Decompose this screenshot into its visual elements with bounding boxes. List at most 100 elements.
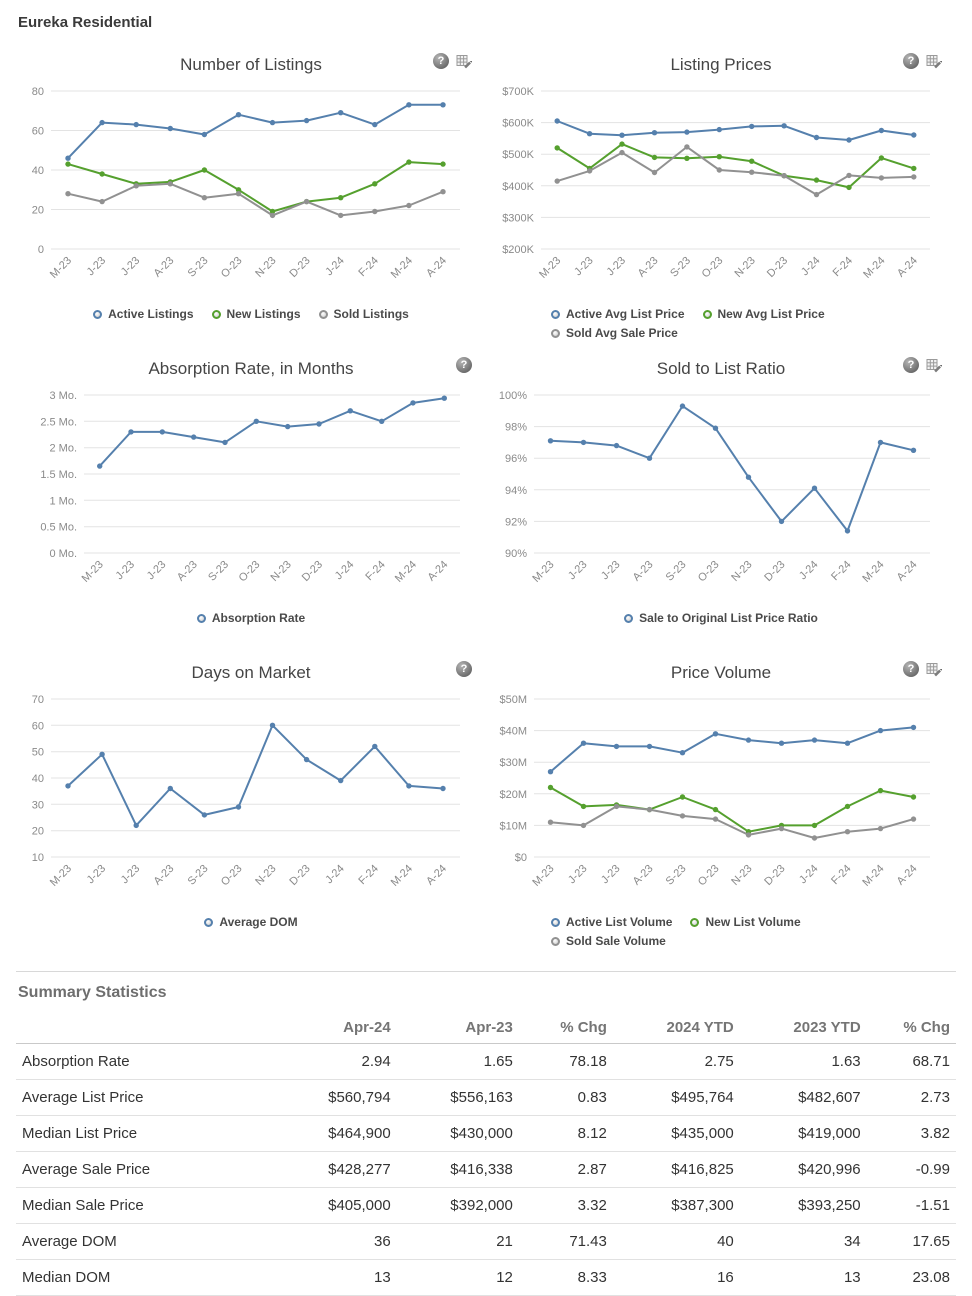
svg-text:D-23: D-23 xyxy=(762,863,787,888)
metric-value: $464,900 xyxy=(288,1115,397,1152)
metric-value: 2.94 xyxy=(288,1043,397,1080)
legend-item-active-listings: Active Listings xyxy=(93,307,194,321)
svg-text:O-23: O-23 xyxy=(696,559,722,585)
legend-marker-icon xyxy=(624,613,634,623)
svg-text:N-23: N-23 xyxy=(732,255,757,280)
metric-value: $495,764 xyxy=(612,1079,740,1116)
summary-row: Median Sale Price $405,000 $392,000 3.32 $38… xyxy=(16,1187,956,1224)
chart-plot[interactable]: $200K $300K $400K $500K $600K $700K M-23 J-23 J-… xyxy=(486,79,956,305)
summary-col-header xyxy=(16,1012,289,1044)
svg-text:M-24: M-24 xyxy=(393,559,419,585)
chart-plot[interactable]: 0 Mo. 0.5 Mo. 1 Mo. 1.5 Mo. 2 Mo. 2.5 Mo. 3 Mo… xyxy=(16,383,486,609)
metric-value: 12 xyxy=(396,1259,519,1296)
svg-text:J-23: J-23 xyxy=(599,863,623,887)
svg-text:A-23: A-23 xyxy=(151,255,176,280)
svg-text:J-24: J-24 xyxy=(333,559,357,583)
svg-text:50: 50 xyxy=(32,747,44,759)
help-icon[interactable]: ? xyxy=(456,661,472,677)
svg-text:$0: $0 xyxy=(515,852,527,864)
metric-value: 13 xyxy=(739,1259,867,1296)
metric-value: $392,000 xyxy=(396,1187,519,1224)
legend-label: New Avg List Price xyxy=(717,307,825,321)
chart-panel-sold-to-list-ratio: ? Sold to List Ratio 90% 92% 94% 96% 98% 100%… xyxy=(486,347,956,651)
metric-value: 2.73 xyxy=(866,1079,956,1116)
metric-value: 23.08 xyxy=(866,1259,956,1296)
page-title: Eureka Residential xyxy=(18,14,153,31)
edit-data-icon[interactable] xyxy=(456,53,472,69)
chart-legend: Active Listings New Listings Sold Listings xyxy=(93,307,409,321)
chart-plot[interactable]: 0 20 40 60 80 M-23 J-23 J-23 A-23 S-23 O-23 N-23 D-2… xyxy=(16,79,486,305)
metric-value: $416,338 xyxy=(396,1151,519,1188)
legend-marker-icon xyxy=(318,309,328,319)
metric-label: Average List Price xyxy=(16,1079,289,1116)
help-icon[interactable]: ? xyxy=(433,53,449,69)
chart-panel-days-on-market: ? Days on Market 10 20 30 40 50 60 70 M-23 J-23 J… xyxy=(16,651,486,955)
help-icon[interactable]: ? xyxy=(903,53,919,69)
chart-legend: Active Avg List Price New Avg List Price S… xyxy=(551,307,891,340)
svg-text:A-23: A-23 xyxy=(636,255,661,280)
svg-text:N-23: N-23 xyxy=(253,255,278,280)
metric-value: 17.65 xyxy=(866,1223,956,1260)
metric-value: $405,000 xyxy=(288,1187,397,1224)
summary-table: Apr-24 Apr-23% Chg 2024 YTD 2023 YTD% Chg A… xyxy=(16,1012,956,1296)
edit-data-icon[interactable] xyxy=(926,53,942,69)
svg-text:80: 80 xyxy=(32,86,44,98)
metric-value: 3.82 xyxy=(866,1115,956,1152)
summary-row: Average List Price $560,794 $556,163 0.83 $4… xyxy=(16,1079,956,1116)
svg-text:2 Mo.: 2 Mo. xyxy=(49,443,77,455)
metric-value: $393,250 xyxy=(739,1187,867,1224)
svg-text:98%: 98% xyxy=(505,422,527,434)
svg-text:M-23: M-23 xyxy=(530,559,556,585)
legend-item-active-avg-list-price: Active Avg List Price xyxy=(551,307,685,321)
edit-data-icon[interactable] xyxy=(926,661,942,677)
help-icon[interactable]: ? xyxy=(903,661,919,677)
svg-text:M-24: M-24 xyxy=(389,255,415,281)
svg-text:10: 10 xyxy=(32,852,44,864)
svg-text:O-23: O-23 xyxy=(696,863,722,889)
svg-text:J-23: J-23 xyxy=(85,863,109,887)
chart-plot[interactable]: 10 20 30 40 50 60 70 M-23 J-23 J-23 A-23 S-23 O-23 N-… xyxy=(16,687,486,913)
svg-text:3 Mo.: 3 Mo. xyxy=(49,390,77,402)
metric-value: 2.87 xyxy=(518,1151,613,1188)
chart-plot[interactable]: $0 $10M $20M $30M $40M $50M M-23 J-23 J-23 A-23 S-… xyxy=(486,687,956,913)
summary-col-header: 2023 YTD xyxy=(739,1012,867,1044)
svg-text:$700K: $700K xyxy=(502,86,534,98)
svg-text:D-23: D-23 xyxy=(762,559,787,584)
legend-label: Sale to Original List Price Ratio xyxy=(639,611,818,625)
chart-plot[interactable]: 90% 92% 94% 96% 98% 100% M-23 J-23 J-23 A-23 S-23 O… xyxy=(486,383,956,609)
svg-text:94%: 94% xyxy=(505,485,527,497)
metric-label: Median Sale Price xyxy=(16,1187,289,1224)
svg-text:96%: 96% xyxy=(505,453,527,465)
svg-text:S-23: S-23 xyxy=(206,559,231,584)
svg-text:J-23: J-23 xyxy=(119,255,143,279)
chart-legend: Absorption Rate xyxy=(196,611,305,625)
svg-text:2.5 Mo.: 2.5 Mo. xyxy=(40,416,77,428)
metric-value: 8.12 xyxy=(518,1115,613,1152)
svg-text:0.5 Mo.: 0.5 Mo. xyxy=(40,522,77,534)
svg-text:J-23: J-23 xyxy=(119,863,143,887)
metric-value: 68.71 xyxy=(866,1043,956,1080)
svg-text:O-23: O-23 xyxy=(237,559,263,585)
svg-text:1 Mo.: 1 Mo. xyxy=(49,495,77,507)
svg-text:J-23: J-23 xyxy=(599,559,623,583)
metric-value: $430,000 xyxy=(396,1115,519,1152)
svg-text:J-24: J-24 xyxy=(323,255,347,279)
legend-marker-icon xyxy=(551,936,560,946)
edit-data-icon[interactable] xyxy=(926,357,942,373)
help-icon[interactable]: ? xyxy=(903,357,919,373)
metric-label: Median DOM xyxy=(16,1259,289,1296)
svg-text:F-24: F-24 xyxy=(356,255,380,279)
svg-text:$500K: $500K xyxy=(502,149,534,161)
legend-label: Sold Listings xyxy=(333,307,409,321)
svg-text:A-24: A-24 xyxy=(424,255,449,280)
svg-text:M-23: M-23 xyxy=(48,255,74,281)
panel-icons: ? xyxy=(456,661,472,677)
svg-text:A-24: A-24 xyxy=(895,255,920,280)
help-icon[interactable]: ? xyxy=(456,357,472,373)
summary-title: Summary Statistics xyxy=(18,984,167,1001)
svg-text:J-23: J-23 xyxy=(572,255,596,279)
legend-marker-icon xyxy=(551,309,560,319)
summary-row: Average DOM 36 21 71.43 40 34 17.65 xyxy=(16,1223,956,1260)
metric-value: 21 xyxy=(396,1223,519,1260)
svg-text:J-24: J-24 xyxy=(323,863,347,887)
